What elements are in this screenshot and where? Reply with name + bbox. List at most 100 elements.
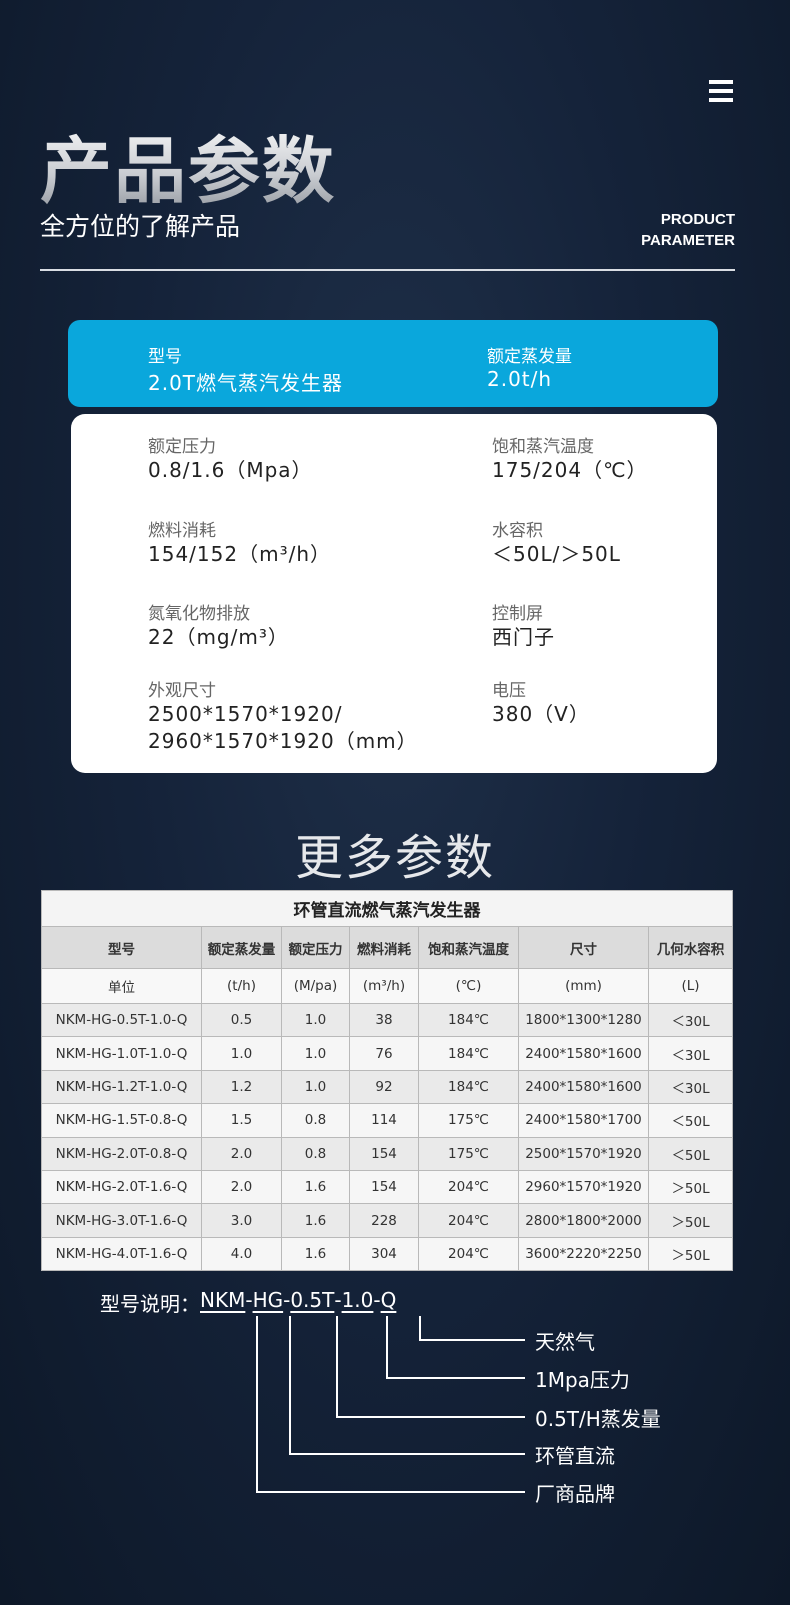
page-subtitle: 全方位的了解产品 — [40, 212, 241, 241]
spec-label: 型号 — [148, 347, 182, 367]
table-cell: 3600*2220*2250 — [518, 1236, 649, 1272]
code-part-brand: NKM — [200, 1288, 246, 1312]
table-cell: 184℃ — [418, 1002, 519, 1038]
table-cell: NKM-HG-1.2T-1.0-Q — [41, 1069, 202, 1105]
spec-evaporation: 额定蒸发量 2.0t/h — [487, 342, 572, 391]
table-row: NKM-HG-3.0T-1.6-Q 3.0 1.6 228 204℃ 2800*1800*… — [41, 1203, 734, 1238]
table-cell: 0.8 — [281, 1103, 350, 1138]
spec-item: 控制屏 西门子 — [492, 599, 555, 651]
code-separator: - — [373, 1288, 381, 1312]
code-part-fuel: Q — [380, 1288, 397, 1312]
legend-pressure: 1Mpa压力 — [535, 1368, 630, 1392]
spec-model: 型号 2.0T燃气蒸汽发生器 — [148, 342, 343, 396]
highlight-card: 型号 2.0T燃气蒸汽发生器 额定蒸发量 2.0t/h — [68, 320, 718, 407]
table-cell: 38 — [349, 1002, 419, 1038]
spec-value: 154/152（m³/h） — [148, 542, 331, 566]
table-cell: ＜50L — [647, 1136, 734, 1171]
table-unit-row: 单位 (t/h) (M/pa) (m³/h) (℃) (mm) (L) — [41, 968, 734, 1004]
spec-label: 饱和蒸汽温度 — [492, 437, 594, 457]
spec-label: 额定蒸发量 — [487, 347, 572, 367]
code-separator: - — [283, 1288, 291, 1312]
table-cell: 2.0 — [201, 1136, 282, 1171]
spec-value: 22（mg/m³） — [148, 625, 289, 649]
table-cell: 0.5 — [201, 1002, 282, 1038]
table-cell: ＞50L — [647, 1236, 734, 1272]
page-title: 产品参数 — [40, 112, 336, 217]
params-table: 环管直流燃气蒸汽发生器 型号 额定蒸发量 额定压力 燃料消耗 饱和蒸汽温度 尺寸 几何水容积… — [40, 890, 734, 1272]
table-cell: ＞50L — [647, 1169, 734, 1205]
table-cell: 1.6 — [281, 1236, 350, 1272]
spec-label: 控制屏 — [492, 604, 543, 624]
spec-value: 0.8/1.6（Mpa） — [148, 458, 313, 482]
table-row: NKM-HG-1.5T-0.8-Q 1.5 0.8 114 175℃ 2400*1580*… — [41, 1103, 734, 1138]
spec-label: 水容积 — [492, 521, 543, 541]
spec-label: 外观尺寸 — [148, 681, 216, 701]
spec-item: 外观尺寸 2500*1570*1920/2960*1570*1920（mm） — [148, 676, 418, 755]
connector-pressure — [386, 1316, 525, 1379]
more-params-title: 更多参数 — [294, 830, 495, 886]
table-cell: 304 — [349, 1236, 419, 1272]
code-part-type: HG — [252, 1288, 284, 1312]
table-cell: 1.6 — [281, 1203, 350, 1238]
spec-value: ＜50L/＞50L — [492, 542, 621, 566]
connector-type — [289, 1316, 525, 1455]
model-code-prefix: 型号说明： — [100, 1292, 200, 1316]
table-cell: 3.0 — [201, 1203, 282, 1238]
column-header: 额定蒸发量 — [201, 926, 282, 969]
table-cell: NKM-HG-1.5T-0.8-Q — [41, 1103, 202, 1138]
code-part-capacity: 0.5T — [290, 1288, 335, 1312]
table-cell: 2400*1580*1600 — [518, 1036, 649, 1071]
spec-item: 额定压力 0.8/1.6（Mpa） — [148, 432, 313, 484]
spec-item: 水容积 ＜50L/＞50L — [492, 516, 621, 568]
table-cell: 1.5 — [201, 1103, 282, 1138]
spec-label: 额定压力 — [148, 437, 216, 457]
table-cell: NKM-HG-2.0T-0.8-Q — [41, 1136, 202, 1171]
table-cell: 2400*1580*1600 — [518, 1069, 649, 1105]
table-cell: 76 — [349, 1036, 419, 1071]
table-cell: 228 — [349, 1203, 419, 1238]
table-cell: ＞50L — [647, 1203, 734, 1238]
table-row: NKM-HG-2.0T-0.8-Q 2.0 0.8 154 175℃ 2500*1570*… — [41, 1136, 734, 1171]
table-cell: 0.8 — [281, 1136, 350, 1171]
table-cell: 175℃ — [418, 1103, 519, 1138]
connector-brand — [256, 1316, 525, 1493]
column-header: 尺寸 — [518, 926, 649, 969]
unit-cell: (t/h) — [201, 968, 282, 1004]
table-cell: 2500*1570*1920 — [518, 1136, 649, 1171]
unit-cell: (L) — [647, 968, 734, 1004]
table-cell: ＜30L — [647, 1069, 734, 1105]
table-row: NKM-HG-2.0T-1.6-Q 2.0 1.6 154 204℃ 2960*1570*… — [41, 1169, 734, 1205]
table-cell: ＜30L — [647, 1002, 734, 1038]
divider — [40, 269, 735, 271]
column-header: 饱和蒸汽温度 — [418, 926, 519, 969]
table-cell: 1.0 — [281, 1069, 350, 1105]
english-title: PRODUCT PARAMETER — [641, 209, 735, 251]
unit-cell: 单位 — [41, 968, 202, 1004]
code-part-pressure: 1.0 — [341, 1288, 374, 1312]
legend-capacity: 0.5T/H蒸发量 — [535, 1407, 661, 1431]
table-cell: 114 — [349, 1103, 419, 1138]
connector-capacity — [336, 1316, 525, 1418]
column-header: 几何水容积 — [647, 926, 734, 969]
spec-label: 氮氧化物排放 — [148, 604, 250, 624]
spec-label: 燃料消耗 — [148, 521, 216, 541]
table-header-row: 型号 额定蒸发量 额定压力 燃料消耗 饱和蒸汽温度 尺寸 几何水容积 — [41, 926, 734, 969]
table-cell: 2800*1800*2000 — [518, 1203, 649, 1238]
hamburger-menu-icon[interactable] — [709, 80, 733, 102]
spec-value: 2.0T燃气蒸汽发生器 — [148, 371, 344, 395]
table-cell: 154 — [349, 1169, 419, 1205]
spec-value: 380（V） — [492, 702, 590, 726]
spec-item: 燃料消耗 154/152（m³/h） — [148, 516, 331, 568]
table-cell: 1.0 — [281, 1002, 350, 1038]
table-cell: 2400*1580*1700 — [518, 1103, 649, 1138]
column-header: 额定压力 — [281, 926, 350, 969]
table-cell: ＜50L — [647, 1103, 734, 1138]
table-cell: 184℃ — [418, 1036, 519, 1071]
code-separator: - — [334, 1288, 342, 1312]
unit-cell: (m³/h) — [349, 968, 419, 1004]
table-cell: 204℃ — [418, 1203, 519, 1238]
table-title: 环管直流燃气蒸汽发生器 — [40, 890, 734, 927]
table-cell: NKM-HG-2.0T-1.6-Q — [41, 1169, 202, 1205]
table-row: NKM-HG-1.2T-1.0-Q 1.2 1.0 92 184℃ 2400*1580*1… — [41, 1069, 734, 1105]
table-cell: 204℃ — [418, 1169, 519, 1205]
